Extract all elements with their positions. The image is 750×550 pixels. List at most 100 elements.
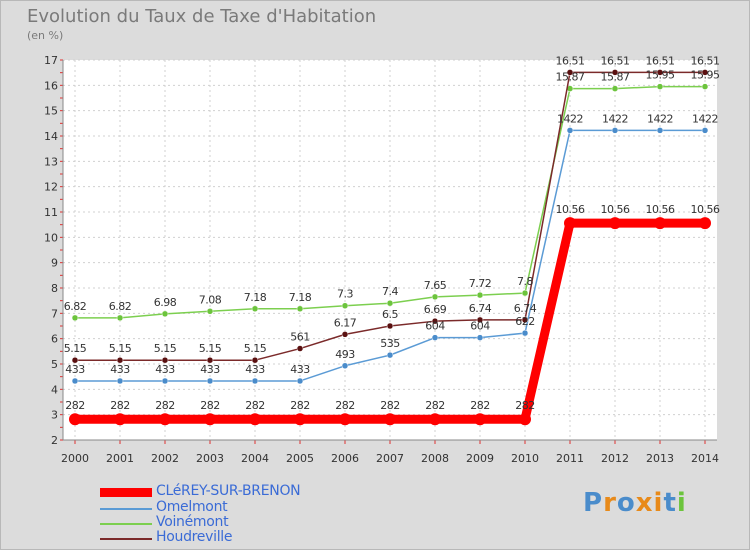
data-label-3: 6.69: [424, 303, 447, 316]
data-point-3: [161, 356, 169, 364]
data-point-0: [249, 413, 261, 426]
grid: [63, 59, 717, 441]
data-label-3: 6.5: [382, 308, 398, 321]
data-label-1: 493: [335, 348, 355, 361]
data-point-0: [204, 413, 216, 426]
data-point-1: [341, 362, 349, 370]
y-tick-label: 6: [51, 333, 58, 346]
data-point-1: [296, 377, 304, 385]
data-point-3: [116, 356, 124, 364]
x-tick-label: 2005: [286, 452, 314, 465]
data-point-0: [159, 413, 171, 426]
data-point-2: [701, 83, 709, 90]
data-point-3: [476, 316, 484, 324]
data-point-2: [611, 85, 619, 92]
data-label-0: 10.56: [556, 203, 585, 216]
data-point-0: [699, 217, 711, 230]
data-label-3: 6.17: [334, 316, 357, 329]
data-label-2: 7.72: [469, 277, 492, 290]
axes: 2 3 4 5 6 7 8 9 10 11 12 13 14 15 16 17 2000 2001 2002 2003…: [44, 54, 719, 465]
y-tick-label: 12: [44, 181, 58, 194]
chart-subtitle: (en %): [27, 29, 64, 42]
data-point-3: [521, 316, 529, 324]
data-point-0: [654, 217, 666, 230]
data-label-1: 1422: [557, 112, 583, 125]
data-label-2: 7.8: [517, 275, 533, 288]
legend-item-houdreville: Houdreville: [100, 529, 360, 547]
data-label-2: 15.87: [556, 71, 585, 84]
data-point-0: [519, 413, 531, 426]
data-point-2: [206, 308, 214, 315]
data-point-1: [116, 377, 124, 385]
data-point-2: [116, 314, 124, 322]
legend-item-voinemont: Voinémont: [100, 514, 360, 532]
data-point-0: [564, 217, 576, 230]
data-point-0: [294, 413, 306, 426]
data-label-3: 5.15: [109, 342, 132, 355]
y-tick-label: 2: [51, 434, 58, 447]
data-label-3: 16.51: [691, 54, 720, 67]
data-label-0: 10.56: [691, 203, 720, 216]
data-label-3: 6.74: [514, 302, 537, 315]
data-label-3: 5.15: [64, 342, 87, 355]
data-label-2: 6.82: [109, 300, 132, 313]
data-label-1: 433: [245, 363, 265, 376]
data-label-0: 282: [245, 399, 265, 412]
y-tick-label: 10: [44, 231, 58, 244]
legend-label-voinemont: Voinémont: [156, 514, 229, 530]
logo-letter: o: [616, 488, 636, 518]
legend-label-houdreville: Houdreville: [156, 529, 233, 545]
data-label-3: 561: [290, 331, 310, 344]
series-layer: [69, 69, 711, 426]
x-tick-label: 2011: [556, 452, 584, 465]
data-point-1: [161, 377, 169, 385]
x-tick-label: 2001: [106, 452, 134, 465]
data-label-0: 282: [425, 399, 445, 412]
data-point-3: [566, 69, 574, 76]
data-point-1: [431, 334, 439, 341]
data-point-1: [386, 351, 394, 359]
data-point-0: [69, 413, 81, 426]
data-label-0: 282: [470, 399, 490, 412]
data-point-3: [341, 331, 349, 338]
data-label-2: 6.98: [154, 296, 177, 309]
data-label-1: 433: [110, 363, 130, 376]
legend-label-omelmont: Omelmont: [156, 499, 228, 515]
data-label-1: 535: [380, 337, 400, 350]
data-point-1: [206, 377, 214, 385]
x-tick-label: 2010: [511, 452, 539, 465]
data-point-0: [609, 217, 621, 230]
data-point-2: [431, 293, 439, 301]
data-label-3: 5.15: [244, 342, 267, 355]
data-label-1: 1422: [647, 112, 673, 125]
data-point-3: [386, 322, 394, 330]
x-tick-label: 2014: [691, 452, 719, 465]
data-label-0: 282: [200, 399, 220, 412]
data-label-0: 282: [290, 399, 310, 412]
data-point-1: [521, 329, 529, 337]
data-point-1: [656, 127, 664, 134]
y-tick-label: 11: [44, 206, 58, 219]
data-point-2: [521, 289, 529, 297]
data-label-2: 15.87: [601, 71, 630, 84]
y-tick-label: 8: [51, 282, 58, 295]
data-label-3: 5.15: [199, 342, 222, 355]
data-label-1: 1422: [602, 112, 628, 125]
data-point-0: [384, 413, 396, 426]
x-tick-label: 2006: [331, 452, 359, 465]
data-label-0: 10.56: [601, 203, 630, 216]
logo-letter: t: [663, 488, 677, 518]
legend-swatch-houdreville: [100, 538, 152, 540]
data-point-2: [386, 299, 394, 307]
data-label-2: 7.18: [244, 291, 267, 304]
data-point-2: [656, 83, 664, 90]
data-label-1: 604: [470, 320, 490, 333]
data-label-0: 282: [155, 399, 175, 412]
x-tick-label: 2008: [421, 452, 449, 465]
data-point-0: [339, 413, 351, 426]
logo-letter: x: [635, 488, 654, 518]
data-point-3: [206, 356, 214, 364]
data-label-3: 16.51: [601, 54, 630, 67]
data-label-0: 282: [515, 399, 535, 412]
